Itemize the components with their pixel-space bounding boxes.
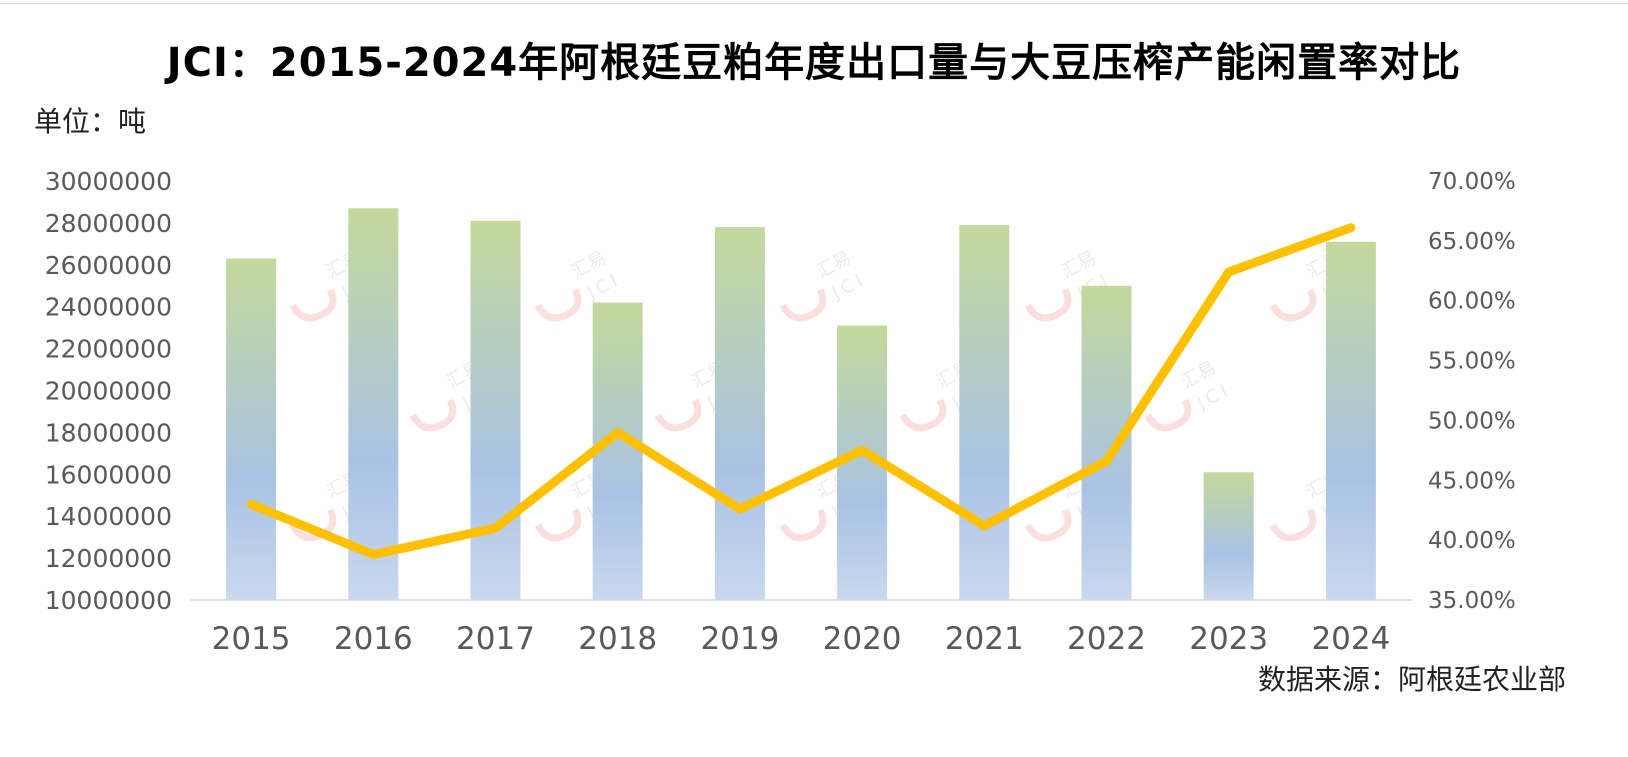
watermark-logo-icon [899, 398, 947, 432]
x-tick-label: 2019 [700, 621, 779, 657]
bar-series [226, 208, 1376, 601]
bar [470, 220, 521, 600]
x-tick-label: 2015 [212, 621, 291, 657]
left-tick-label: 30000000 [45, 167, 172, 196]
x-tick-label: 2023 [1189, 621, 1268, 657]
bar [1081, 285, 1132, 600]
watermark-layer: 汇易JCI汇易JCI汇易JCI汇易JCI汇易JCI汇易JCI汇易JCI汇易JCI… [289, 247, 1360, 542]
watermark-logo-icon [1269, 508, 1317, 542]
bar [1203, 472, 1254, 600]
watermark-logo-icon [289, 288, 337, 322]
left-axis: 10000000 12000000 14000000 16000000 18000000… [45, 167, 172, 615]
x-tick-label: 2018 [578, 621, 657, 657]
right-tick-label: 55.00% [1428, 349, 1516, 375]
left-tick-label: 28000000 [45, 209, 172, 238]
bar [226, 258, 277, 600]
left-tick-label: 22000000 [45, 335, 172, 364]
right-tick-label: 45.00% [1428, 468, 1516, 494]
watermark-logo-icon [1144, 398, 1192, 432]
x-tick-label: 2021 [945, 621, 1024, 657]
left-tick-label: 14000000 [45, 502, 172, 531]
left-tick-label: 24000000 [45, 293, 172, 322]
x-tick-label: 2017 [456, 621, 535, 657]
watermark-logo-icon [534, 508, 582, 542]
watermark-logo-icon [534, 288, 582, 322]
watermark-logo-icon [1024, 288, 1072, 322]
left-tick-label: 20000000 [45, 377, 172, 406]
right-axis: 35.00% 40.00% 45.00% 50.00% 55.00% 60.00% 65.0… [1428, 169, 1516, 614]
right-tick-label: 65.00% [1428, 229, 1516, 255]
right-tick-label: 70.00% [1428, 169, 1516, 195]
right-tick-label: 60.00% [1428, 289, 1516, 315]
bar [959, 224, 1010, 600]
bar [592, 302, 643, 600]
top-rule [0, 3, 1628, 4]
x-tick-label: 2016 [334, 621, 413, 657]
x-tick-label: 2022 [1067, 621, 1146, 657]
line-series [246, 223, 1356, 560]
chart-title: JCI：2015-2024年阿根廷豆粕年度出口量与大豆压榨产能闲置率对比 [166, 40, 1462, 86]
left-tick-label: 10000000 [45, 586, 172, 615]
left-tick-label: 16000000 [45, 460, 172, 489]
unit-label: 单位：吨 [34, 105, 147, 138]
watermark-logo-icon [779, 508, 827, 542]
bar [348, 208, 399, 601]
x-tick-label: 2024 [1311, 621, 1390, 657]
left-tick-label: 26000000 [45, 251, 172, 280]
source-label: 数据来源：阿根廷农业部 [1257, 663, 1566, 696]
watermark-logo-icon [409, 398, 457, 432]
right-tick-label: 50.00% [1428, 408, 1516, 434]
x-axis: 2015 2016 2017 2018 2019 2020 2021 2022 2023 2024 [212, 621, 1391, 657]
watermark-logo-icon [1024, 508, 1072, 542]
right-tick-label: 35.00% [1428, 588, 1516, 614]
watermark-logo-icon [779, 288, 827, 322]
right-tick-label: 40.00% [1428, 528, 1516, 554]
bar [714, 227, 765, 600]
watermark-logo-icon [1269, 288, 1317, 322]
left-tick-label: 12000000 [45, 544, 172, 573]
x-tick-label: 2020 [823, 621, 902, 657]
left-tick-label: 18000000 [45, 418, 172, 447]
bar [1325, 241, 1376, 600]
watermark-logo-icon [654, 398, 702, 432]
